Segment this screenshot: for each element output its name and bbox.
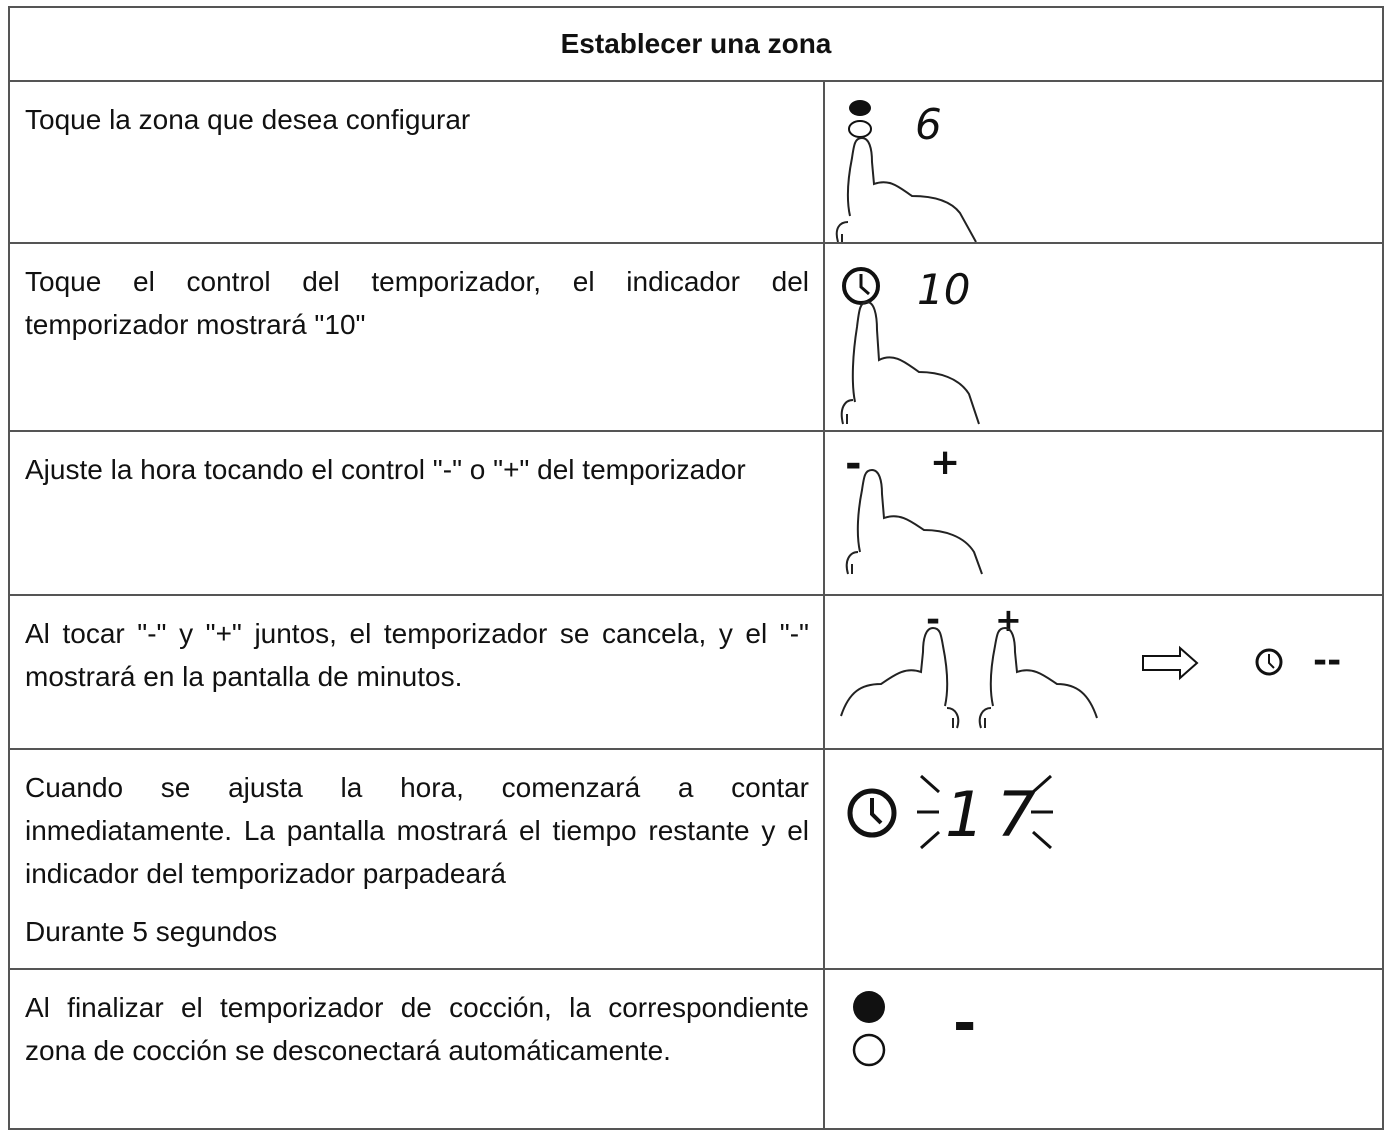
paragraph: Toque el control del temporizador, el in… bbox=[25, 266, 809, 340]
hand-drawing bbox=[840, 626, 949, 717]
hand-drawing bbox=[840, 626, 960, 729]
icon-shape bbox=[842, 267, 880, 305]
step-text: Cuando se ajusta la hora, comenzará a co… bbox=[8, 748, 825, 970]
icon-shape bbox=[859, 274, 870, 296]
icon-shape bbox=[1255, 648, 1283, 676]
step-illustration: - + -- bbox=[822, 594, 1385, 750]
minus-control: - bbox=[845, 441, 862, 487]
icon-shape bbox=[920, 774, 940, 794]
hand-drawing bbox=[845, 468, 983, 575]
step-text: Toque el control del temporizador, el in… bbox=[8, 242, 825, 432]
step-illustration: - + bbox=[822, 430, 1385, 596]
icon-shape bbox=[847, 788, 897, 838]
illustration: 6 bbox=[835, 100, 977, 242]
paragraph: Al finalizar el temporizador de cocción,… bbox=[25, 992, 809, 1066]
hand-drawing bbox=[835, 136, 977, 242]
icon-shape bbox=[1032, 774, 1052, 794]
icon-shape bbox=[1032, 830, 1052, 850]
plus-control: + bbox=[995, 601, 1022, 639]
illustration: 17 bbox=[847, 774, 1053, 851]
hand-drawing bbox=[946, 707, 960, 729]
hand-drawing bbox=[851, 300, 980, 425]
icon-shape bbox=[917, 774, 1053, 850]
hand-drawing bbox=[835, 221, 849, 242]
step-text: Al tocar "-" y "+" juntos, el temporizad… bbox=[8, 594, 825, 750]
table-row: Establecer una zona bbox=[7, 6, 1385, 82]
plus-control: + bbox=[930, 442, 960, 483]
hand-drawing bbox=[856, 468, 983, 575]
icon-shape bbox=[1142, 645, 1199, 681]
hand-drawing bbox=[840, 300, 980, 425]
display-digit: 6 bbox=[915, 100, 942, 149]
step-illustration: - bbox=[822, 968, 1385, 1130]
step-text: Al finalizar el temporizador de cocción,… bbox=[8, 968, 825, 1130]
illustration: - + -- bbox=[840, 600, 1341, 729]
step-illustration: 17 bbox=[822, 748, 1385, 970]
icon-shape bbox=[853, 991, 885, 1023]
table-row: Cuando se ajusta la hora, comenzará a co… bbox=[8, 748, 1385, 970]
icon-shape bbox=[848, 120, 872, 138]
icon-shape bbox=[870, 798, 883, 825]
hand-drawing bbox=[845, 551, 859, 575]
hand-drawing bbox=[840, 399, 854, 425]
icon-shape bbox=[1268, 654, 1275, 669]
step-illustration: 10 bbox=[822, 242, 1385, 432]
instruction-table: Establecer una zona Toque la zona que de… bbox=[7, 6, 1385, 1130]
table-row: Al finalizar el temporizador de cocción,… bbox=[8, 968, 1385, 1130]
paragraph: Toque la zona que desea configurar bbox=[25, 104, 471, 135]
step-text: Ajuste la hora tocando el control "-" o … bbox=[8, 430, 825, 596]
table-row: Toque el control del temporizador, el in… bbox=[8, 242, 1385, 432]
hand-drawing bbox=[978, 626, 1098, 729]
paragraph: Durante 5 segundos bbox=[25, 916, 278, 947]
display-digit: 17 bbox=[945, 778, 1048, 851]
icon-shape bbox=[849, 100, 871, 116]
icon-shape bbox=[852, 1033, 886, 1067]
illustration: - + bbox=[845, 441, 983, 575]
minus-control: - bbox=[926, 600, 940, 640]
paragraph: Ajuste la hora tocando el control "-" o … bbox=[25, 454, 746, 485]
minutes-display: -- bbox=[1313, 641, 1341, 681]
paragraph: Cuando se ajusta la hora, comenzará a co… bbox=[25, 772, 809, 889]
illustration: 10 bbox=[840, 265, 980, 425]
hand-drawing bbox=[846, 136, 977, 242]
hand-drawing bbox=[978, 707, 992, 729]
display-digit: 10 bbox=[917, 265, 970, 314]
table-row: Ajuste la hora tocando el control "-" o … bbox=[8, 430, 1385, 596]
step-illustration: 6 bbox=[822, 80, 1385, 244]
table-row: Toque la zona que desea configurar 6 bbox=[8, 80, 1385, 244]
illustration: - bbox=[852, 991, 976, 1067]
step-text: Toque la zona que desea configurar bbox=[8, 80, 825, 244]
hand-drawing bbox=[989, 626, 1098, 719]
table-row: Al tocar "-" y "+" juntos, el temporizad… bbox=[8, 594, 1385, 750]
icon-shape bbox=[920, 830, 940, 850]
paragraph: Al tocar "-" y "+" juntos, el temporizad… bbox=[25, 618, 809, 692]
display-digit: - bbox=[953, 991, 976, 1056]
table-title: Establecer una zona bbox=[7, 6, 1385, 82]
